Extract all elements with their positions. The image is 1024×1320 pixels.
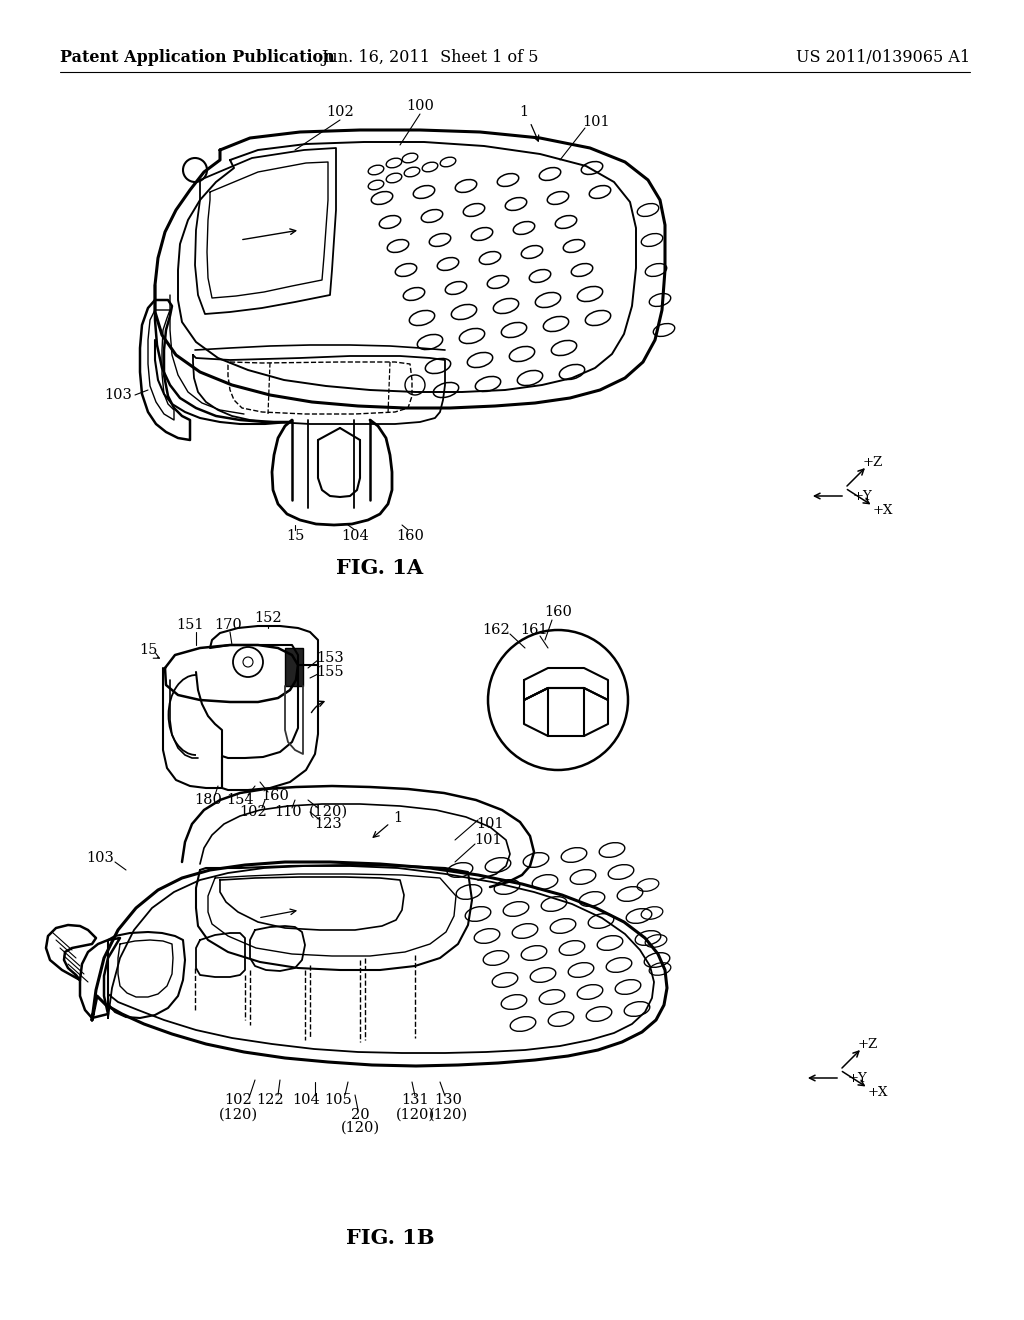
Text: +Z: +Z	[858, 1038, 879, 1051]
Text: (120): (120)	[340, 1121, 380, 1135]
Text: Jun. 16, 2011  Sheet 1 of 5: Jun. 16, 2011 Sheet 1 of 5	[322, 49, 539, 66]
Text: 20: 20	[350, 1107, 370, 1122]
Text: 180: 180	[195, 793, 222, 807]
Text: (120): (120)	[218, 1107, 258, 1122]
Text: 151: 151	[176, 618, 204, 632]
Text: Patent Application Publication: Patent Application Publication	[60, 49, 335, 66]
Bar	[285, 648, 303, 686]
Text: FIG. 1A: FIG. 1A	[337, 558, 424, 578]
Text: 160: 160	[396, 529, 424, 543]
Text: 103: 103	[104, 388, 132, 403]
Text: +X: +X	[872, 503, 893, 516]
Text: 162: 162	[482, 623, 510, 638]
Text: 152: 152	[254, 611, 282, 624]
Text: 102: 102	[326, 106, 354, 119]
Text: 104: 104	[341, 529, 369, 543]
Text: 15: 15	[286, 529, 304, 543]
Text: 101: 101	[583, 115, 610, 129]
Text: 160: 160	[261, 789, 289, 803]
Text: 153: 153	[316, 651, 344, 665]
Text: (120): (120)	[428, 1107, 468, 1122]
Text: FIG. 1B: FIG. 1B	[346, 1228, 434, 1247]
Text: 131: 131	[401, 1093, 429, 1107]
Text: 154: 154	[226, 793, 254, 807]
Text: US 2011/0139065 A1: US 2011/0139065 A1	[796, 49, 970, 66]
Text: 102: 102	[240, 805, 267, 818]
Text: 123: 123	[314, 817, 342, 832]
Text: +Y: +Y	[853, 490, 872, 503]
Text: 104: 104	[292, 1093, 319, 1107]
Text: 110: 110	[274, 805, 302, 818]
Text: 160: 160	[544, 605, 572, 619]
Text: 15: 15	[139, 643, 158, 657]
Text: 122: 122	[256, 1093, 284, 1107]
Text: 155: 155	[316, 665, 344, 678]
Text: 101: 101	[476, 817, 504, 832]
Text: 161: 161	[520, 623, 548, 638]
Text: 1: 1	[519, 106, 528, 119]
Text: 100: 100	[407, 99, 434, 114]
Text: +Y: +Y	[848, 1072, 867, 1085]
Text: +X: +X	[867, 1085, 888, 1098]
Text: 101: 101	[474, 833, 502, 847]
Text: 130: 130	[434, 1093, 462, 1107]
Text: 102: 102	[224, 1093, 252, 1107]
Text: 170: 170	[214, 618, 242, 632]
Text: 105: 105	[325, 1093, 352, 1107]
Text: 1: 1	[393, 810, 402, 825]
Text: (120): (120)	[308, 805, 347, 818]
Text: 103: 103	[86, 851, 114, 865]
Text: (120): (120)	[395, 1107, 434, 1122]
Circle shape	[488, 630, 628, 770]
Text: +Z: +Z	[863, 455, 883, 469]
